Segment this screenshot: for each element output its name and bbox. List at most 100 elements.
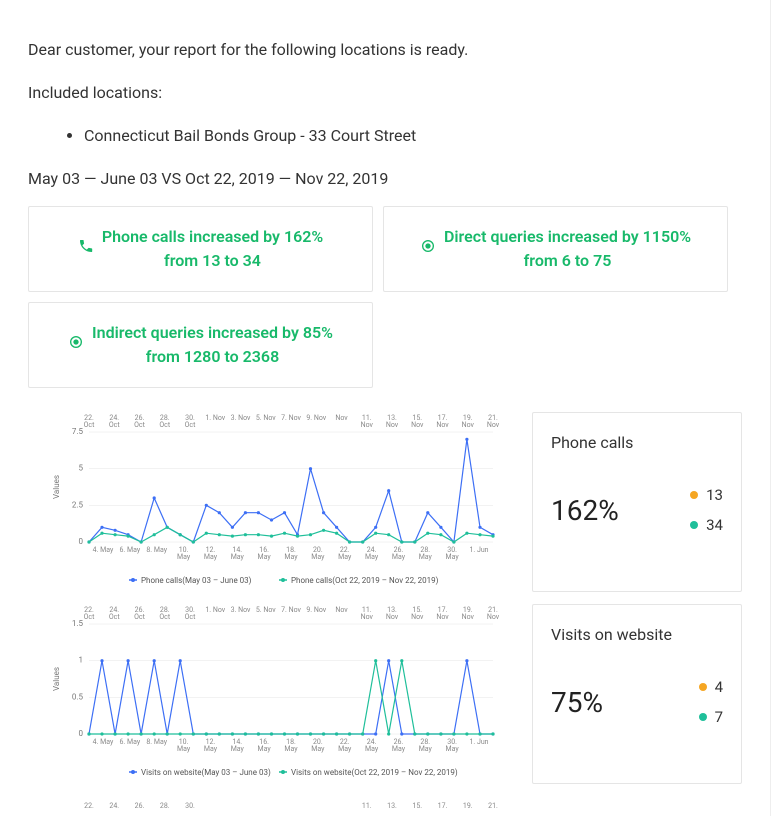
- svg-text:9. Nov: 9. Nov: [306, 606, 326, 614]
- svg-text:Oct: Oct: [185, 421, 196, 429]
- stat-title: Phone calls: [551, 433, 723, 452]
- svg-text:May: May: [231, 553, 245, 561]
- svg-text:May: May: [446, 553, 460, 561]
- svg-text:6. May: 6. May: [120, 546, 141, 554]
- svg-text:24.: 24.: [109, 802, 119, 810]
- svg-text:1. Jun: 1. Jun: [469, 738, 488, 746]
- svg-text:26.: 26.: [135, 802, 145, 810]
- metric-card-phone-calls: Phone calls increased by 162% from 13 to…: [28, 206, 373, 292]
- svg-text:May: May: [338, 553, 352, 561]
- stat-percent: 162%: [551, 494, 619, 527]
- legend-dot-orange: [690, 491, 698, 499]
- svg-text:21.: 21.: [488, 802, 498, 810]
- stat-legend-item-prev: 4: [699, 678, 723, 696]
- svg-text:3. Nov: 3. Nov: [231, 606, 251, 614]
- svg-text:Visits on website(May 03 – Jun: Visits on website(May 03 – June 03): [141, 768, 271, 777]
- svg-text:0.5: 0.5: [72, 692, 84, 701]
- svg-text:May: May: [177, 553, 191, 561]
- chart-section-phone-calls: 02.557.5Values22.Oct24.Oct26.Oct28.Oct30…: [28, 412, 742, 592]
- svg-text:May: May: [365, 553, 379, 561]
- svg-text:Oct: Oct: [109, 421, 120, 429]
- stat-panel-phone-calls: Phone calls 162% 13 34: [532, 412, 742, 592]
- svg-text:1. Nov: 1. Nov: [205, 606, 225, 614]
- stat-row: 75% 4 7: [551, 678, 723, 726]
- svg-text:2.5: 2.5: [72, 500, 84, 509]
- svg-text:May: May: [284, 553, 298, 561]
- legend-dot-teal: [699, 713, 707, 721]
- svg-text:May: May: [338, 745, 352, 753]
- svg-text:Nov: Nov: [462, 421, 475, 429]
- svg-text:May: May: [365, 745, 379, 753]
- target-icon: [420, 237, 436, 261]
- chart-section-partial: 22.24.26.28.30.11.13.15.17.19.21.: [28, 796, 742, 816]
- locations-list: Connecticut Bail Bonds Group - 33 Court …: [28, 126, 742, 145]
- svg-text:Values: Values: [52, 667, 61, 691]
- metric-card-indirect-queries: Indirect queries increased by 85% from 1…: [28, 302, 373, 388]
- stat-title: Visits on website: [551, 625, 723, 644]
- stat-legend-item-curr: 7: [699, 708, 723, 726]
- svg-text:1. Nov: 1. Nov: [205, 414, 225, 422]
- chart-partial: 22.24.26.28.30.11.13.15.17.19.21.: [28, 796, 514, 816]
- svg-text:8. May: 8. May: [146, 546, 167, 554]
- svg-text:May: May: [258, 745, 272, 753]
- metric-card-text: Indirect queries increased by 85% from 1…: [92, 321, 333, 369]
- svg-text:Oct: Oct: [159, 613, 170, 621]
- svg-text:Oct: Oct: [134, 613, 145, 621]
- svg-text:8. May: 8. May: [146, 738, 167, 746]
- svg-text:May: May: [311, 553, 325, 561]
- svg-text:19.: 19.: [463, 802, 473, 810]
- svg-text:Visits on website(Oct 22, 2019: Visits on website(Oct 22, 2019 – Nov 22,…: [291, 768, 458, 777]
- svg-text:Nov: Nov: [436, 613, 449, 621]
- svg-text:May: May: [419, 745, 433, 753]
- chart-section-visits: 00.511.5Values22.Oct24.Oct26.Oct28.Oct30…: [28, 604, 742, 784]
- phone-icon: [78, 237, 94, 261]
- svg-text:Values: Values: [52, 475, 61, 499]
- svg-text:1: 1: [79, 656, 84, 665]
- svg-text:Nov: Nov: [335, 606, 348, 614]
- svg-text:7.5: 7.5: [72, 427, 84, 436]
- svg-text:30.: 30.: [185, 802, 195, 810]
- svg-text:May: May: [258, 553, 272, 561]
- report-container: Dear customer, your report for the follo…: [0, 0, 771, 816]
- svg-text:13.: 13.: [387, 802, 397, 810]
- svg-text:Oct: Oct: [84, 421, 95, 429]
- svg-text:May: May: [392, 553, 406, 561]
- svg-text:0: 0: [79, 729, 84, 738]
- svg-text:May: May: [204, 745, 218, 753]
- chart-visits: 00.511.5Values22.Oct24.Oct26.Oct28.Oct30…: [28, 604, 514, 784]
- svg-text:4. May: 4. May: [93, 546, 114, 554]
- svg-text:Oct: Oct: [109, 613, 120, 621]
- svg-text:Nov: Nov: [487, 613, 500, 621]
- svg-text:May: May: [392, 745, 406, 753]
- metric-card-text: Phone calls increased by 162% from 13 to…: [102, 225, 323, 273]
- svg-text:May: May: [284, 745, 298, 753]
- svg-text:Oct: Oct: [134, 421, 145, 429]
- legend-dot-orange: [699, 683, 707, 691]
- svg-text:3. Nov: 3. Nov: [231, 414, 251, 422]
- svg-text:May: May: [311, 745, 325, 753]
- svg-text:Nov: Nov: [361, 613, 374, 621]
- metric-cards-row: Phone calls increased by 162% from 13 to…: [28, 206, 742, 388]
- svg-text:May: May: [231, 745, 245, 753]
- stat-legend: 13 34: [690, 486, 723, 534]
- stat-panel-visits: Visits on website 75% 4 7: [532, 604, 742, 784]
- svg-text:Oct: Oct: [159, 421, 170, 429]
- svg-text:Phone calls(Oct 22, 2019 – Nov: Phone calls(Oct 22, 2019 – Nov 22, 2019): [291, 576, 439, 585]
- svg-text:May: May: [419, 553, 433, 561]
- svg-text:15.: 15.: [412, 802, 422, 810]
- date-range-text: May 03 — June 03 VS Oct 22, 2019 — Nov 2…: [28, 169, 742, 188]
- svg-text:6. May: 6. May: [120, 738, 141, 746]
- included-locations-label: Included locations:: [28, 83, 742, 102]
- svg-text:Phone calls(May 03 – June 03): Phone calls(May 03 – June 03): [141, 576, 252, 585]
- svg-text:5. Nov: 5. Nov: [256, 606, 276, 614]
- svg-text:Nov: Nov: [436, 421, 449, 429]
- stat-row: 162% 13 34: [551, 486, 723, 534]
- svg-text:Nov: Nov: [462, 613, 475, 621]
- svg-text:Nov: Nov: [335, 414, 348, 422]
- svg-text:May: May: [204, 553, 218, 561]
- stat-legend: 4 7: [699, 678, 723, 726]
- stat-percent: 75%: [551, 686, 603, 719]
- svg-text:May: May: [446, 745, 460, 753]
- svg-text:1.5: 1.5: [72, 619, 84, 628]
- svg-text:Oct: Oct: [185, 613, 196, 621]
